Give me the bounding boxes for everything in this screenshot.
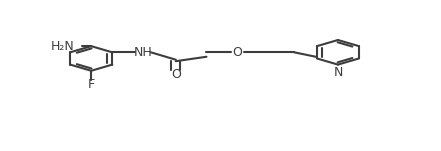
Text: N: N — [333, 66, 343, 79]
Text: H₂N: H₂N — [51, 40, 75, 53]
Text: O: O — [171, 68, 181, 81]
Text: O: O — [232, 46, 242, 59]
Text: NH: NH — [134, 46, 152, 59]
Text: F: F — [88, 78, 95, 91]
